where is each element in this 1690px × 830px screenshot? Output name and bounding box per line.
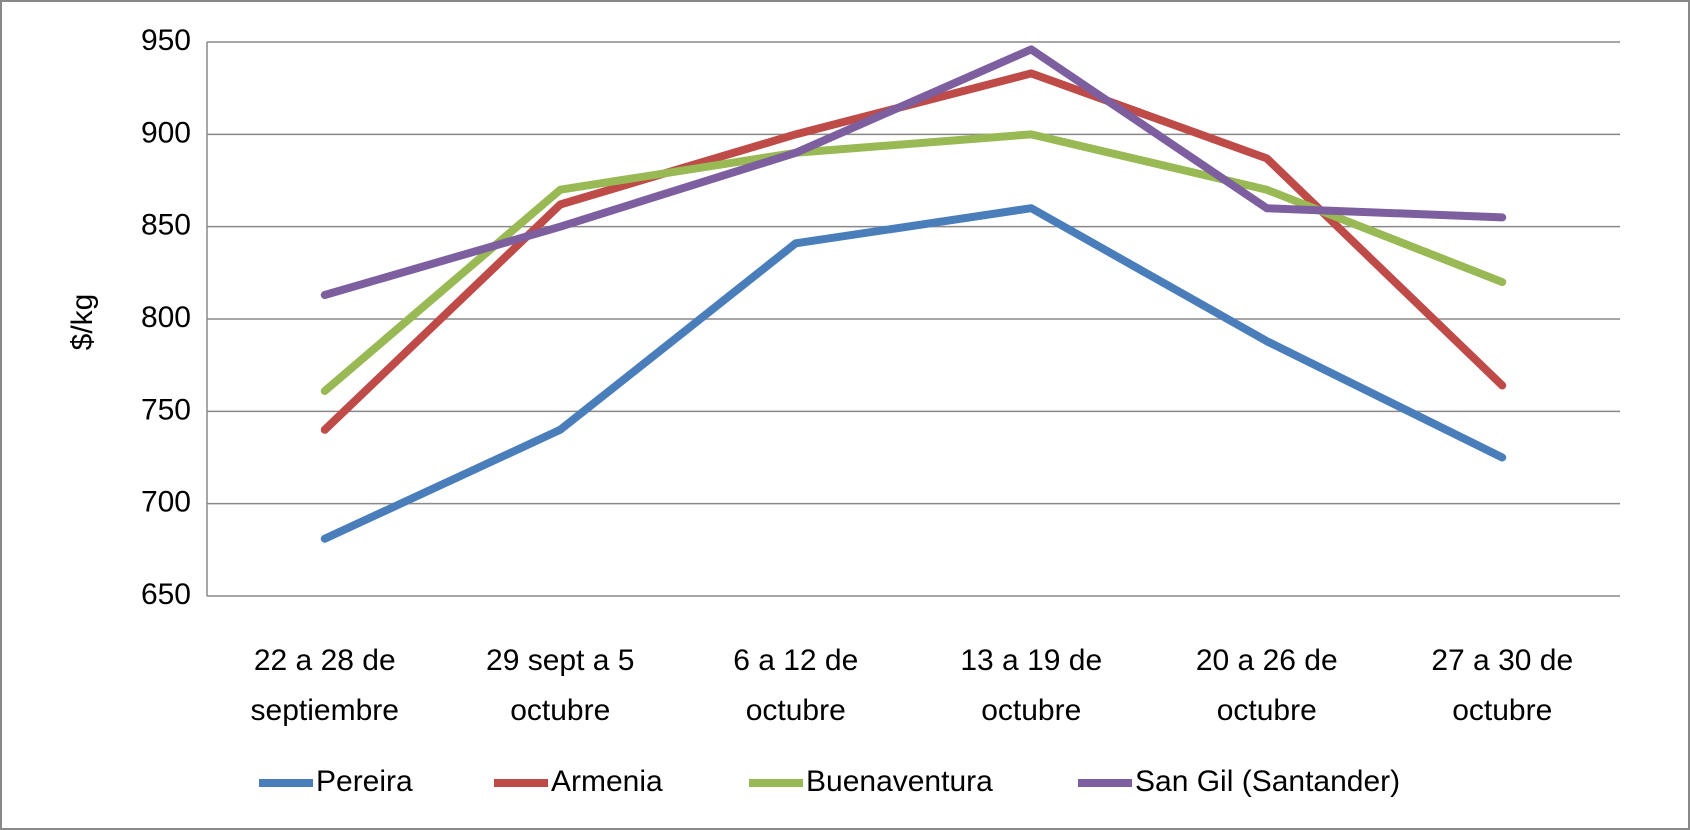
x-tick-label: 29 sept a 5 octubre (486, 644, 634, 727)
x-tick-label-line: 13 a 19 de (960, 644, 1102, 677)
x-tick-label-line: octubre (1217, 694, 1317, 727)
y-tick-label: 800 (141, 301, 191, 334)
x-tick-label: 22 a 28 de septiembre (251, 644, 399, 727)
y-tick-label: 750 (141, 393, 191, 426)
series-line (320, 45, 1507, 299)
legend-label: Armenia (551, 765, 663, 798)
x-tick-label-line: 27 a 30 de (1431, 644, 1573, 677)
x-tick-label: 6 a 12 de octubre (733, 644, 858, 727)
y-tick-label: 900 (141, 116, 191, 149)
x-tick-label-line: 20 a 26 de (1196, 644, 1338, 677)
x-tick-label: 27 a 30 de octubre (1431, 644, 1573, 727)
series-line (320, 130, 1507, 396)
x-tick-label-line: 22 a 28 de (254, 644, 396, 677)
x-tick-label-line: octubre (1452, 694, 1552, 727)
y-tick-label: 850 (141, 209, 191, 242)
x-tick-label-line: octubre (981, 694, 1081, 727)
y-tick-label: 950 (141, 24, 191, 57)
x-tick-label: 13 a 19 de octubre (960, 644, 1102, 727)
x-tick-label-line: septiembre (251, 694, 399, 727)
x-tick-label-line: 6 a 12 de (733, 644, 858, 677)
y-tick-label: 650 (141, 578, 191, 611)
x-tick-label-line: 29 sept a 5 (486, 644, 634, 677)
legend-label: Buenaventura (806, 765, 993, 798)
x-tick-label-line: octubre (746, 694, 846, 727)
y-tick-label: 700 (141, 486, 191, 519)
legend-label: San Gil (Santander) (1135, 765, 1400, 798)
x-tick-label: 20 a 26 de octubre (1196, 644, 1338, 727)
x-tick-label-line: octubre (510, 694, 610, 727)
series-line (320, 204, 1507, 543)
legend-label: Pereira (316, 765, 413, 798)
y-axis-label: $/kg (66, 294, 99, 351)
